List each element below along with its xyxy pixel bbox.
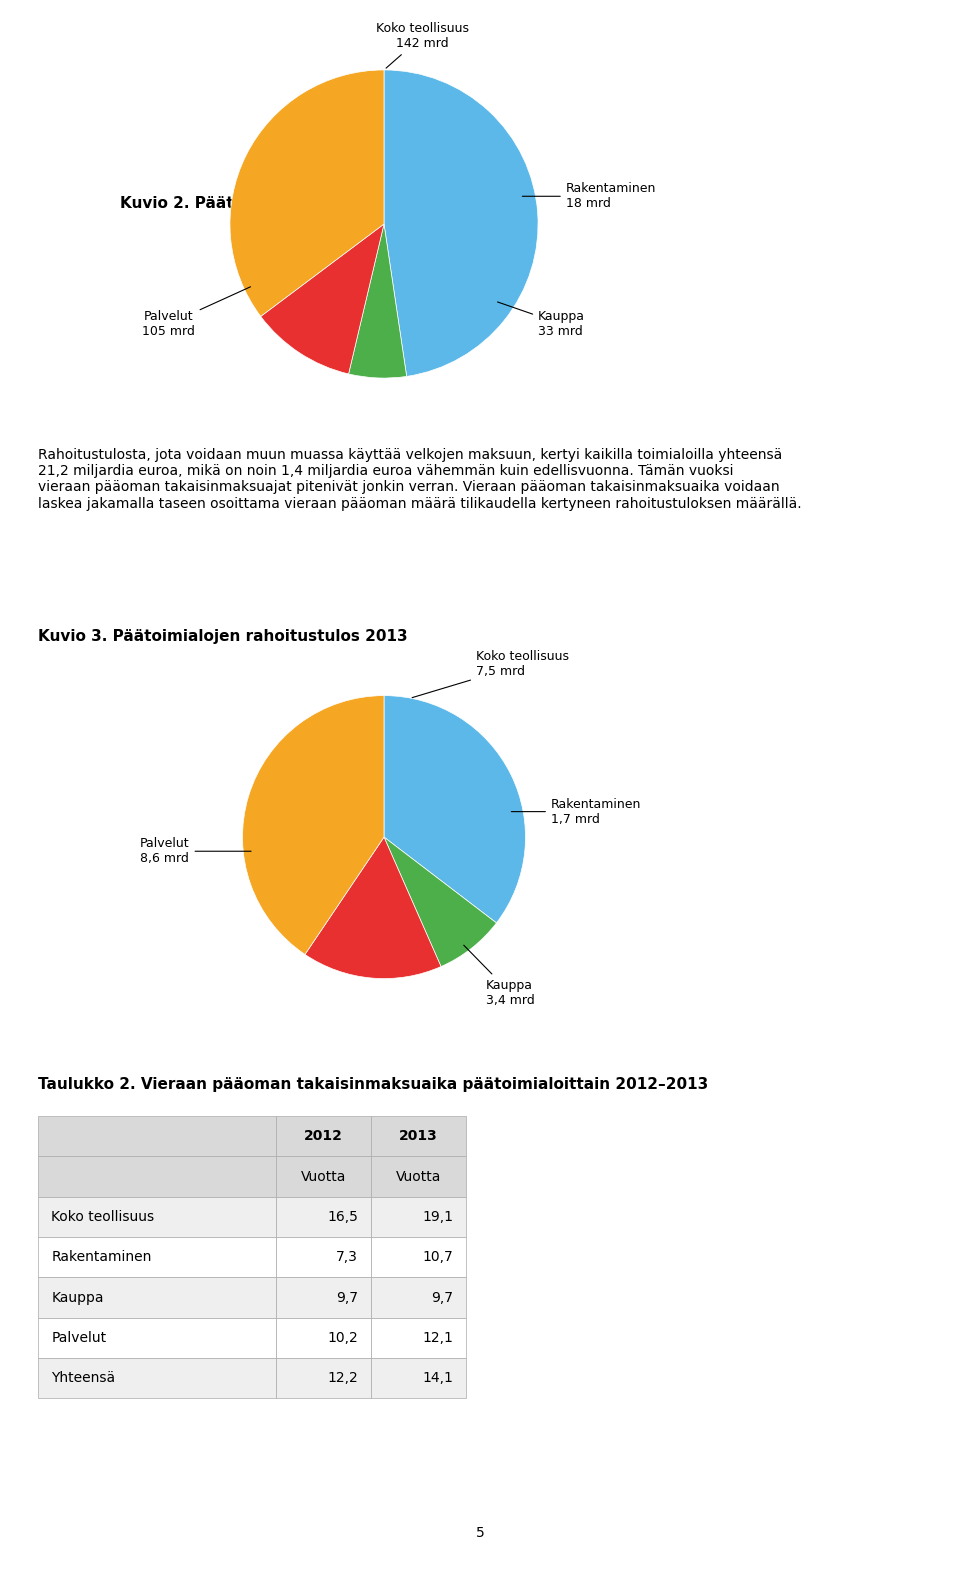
Wedge shape [384,695,525,923]
Text: Koko teollisuus: Koko teollisuus [52,1210,155,1225]
Text: Rakentaminen
18 mrd: Rakentaminen 18 mrd [522,182,657,211]
FancyBboxPatch shape [38,1237,276,1278]
Wedge shape [230,69,384,316]
FancyBboxPatch shape [276,1196,371,1237]
Text: 2012: 2012 [304,1129,343,1143]
Wedge shape [305,836,441,978]
Text: 16,5: 16,5 [327,1210,358,1225]
Text: 14,1: 14,1 [422,1371,453,1385]
FancyBboxPatch shape [276,1317,371,1358]
Text: Palvelut
105 mrd: Palvelut 105 mrd [142,286,251,338]
Text: 19,1: 19,1 [422,1210,453,1225]
FancyBboxPatch shape [276,1237,371,1278]
FancyBboxPatch shape [276,1278,371,1317]
Wedge shape [261,223,384,374]
Text: 12,1: 12,1 [422,1331,453,1346]
FancyBboxPatch shape [38,1317,276,1358]
Text: Rakentaminen
1,7 mrd: Rakentaminen 1,7 mrd [512,797,641,825]
Text: Kauppa: Kauppa [52,1291,104,1305]
Text: Palvelut: Palvelut [52,1331,107,1346]
Text: Rahoitustulosta, jota voidaan muun muassa käyttää velkojen maksuun, kertyi kaiki: Rahoitustulosta, jota voidaan muun muass… [38,448,802,511]
Text: 10,2: 10,2 [327,1331,358,1346]
Text: Koko teollisuus
7,5 mrd: Koko teollisuus 7,5 mrd [412,651,569,698]
Text: 12,2: 12,2 [327,1371,358,1385]
FancyBboxPatch shape [371,1278,467,1317]
Text: Kauppa
33 mrd: Kauppa 33 mrd [497,302,585,338]
FancyBboxPatch shape [38,1358,276,1399]
FancyBboxPatch shape [371,1157,467,1196]
Text: 9,7: 9,7 [336,1291,358,1305]
Text: 7,3: 7,3 [336,1250,358,1264]
Text: 10,7: 10,7 [422,1250,453,1264]
Text: Rakentaminen: Rakentaminen [52,1250,152,1264]
FancyBboxPatch shape [38,1157,276,1196]
Text: Kauppa
3,4 mrd: Kauppa 3,4 mrd [464,945,535,1006]
FancyBboxPatch shape [371,1358,467,1399]
Wedge shape [384,69,538,376]
FancyBboxPatch shape [276,1358,371,1399]
FancyBboxPatch shape [371,1116,467,1157]
Text: Taulukko 2. Vieraan pääoman takaisinmaksuaika päätoimialoittain 2012–2013: Taulukko 2. Vieraan pääoman takaisinmaks… [38,1077,708,1093]
FancyBboxPatch shape [371,1237,467,1278]
Text: 2013: 2013 [399,1129,438,1143]
FancyBboxPatch shape [276,1116,371,1157]
FancyBboxPatch shape [38,1116,276,1157]
FancyBboxPatch shape [38,1278,276,1317]
FancyBboxPatch shape [276,1157,371,1196]
Wedge shape [348,223,407,377]
Text: 9,7: 9,7 [431,1291,453,1305]
Wedge shape [243,695,384,954]
Text: Kuvio 2. Päätoimialojen vieras pääoma 2013: Kuvio 2. Päätoimialojen vieras pääoma 20… [120,196,501,211]
Text: Vuotta: Vuotta [396,1170,442,1184]
Text: 5: 5 [475,1526,485,1539]
Text: Kuvio 3. Päätoimialojen rahoitustulos 2013: Kuvio 3. Päätoimialojen rahoitustulos 20… [38,629,408,645]
Text: Vuotta: Vuotta [300,1170,347,1184]
Text: Yhteensä: Yhteensä [52,1371,115,1385]
Wedge shape [384,836,496,967]
FancyBboxPatch shape [371,1317,467,1358]
Text: Koko teollisuus
142 mrd: Koko teollisuus 142 mrd [376,22,469,68]
FancyBboxPatch shape [371,1196,467,1237]
FancyBboxPatch shape [38,1196,276,1237]
Text: Palvelut
8,6 mrd: Palvelut 8,6 mrd [140,838,252,865]
